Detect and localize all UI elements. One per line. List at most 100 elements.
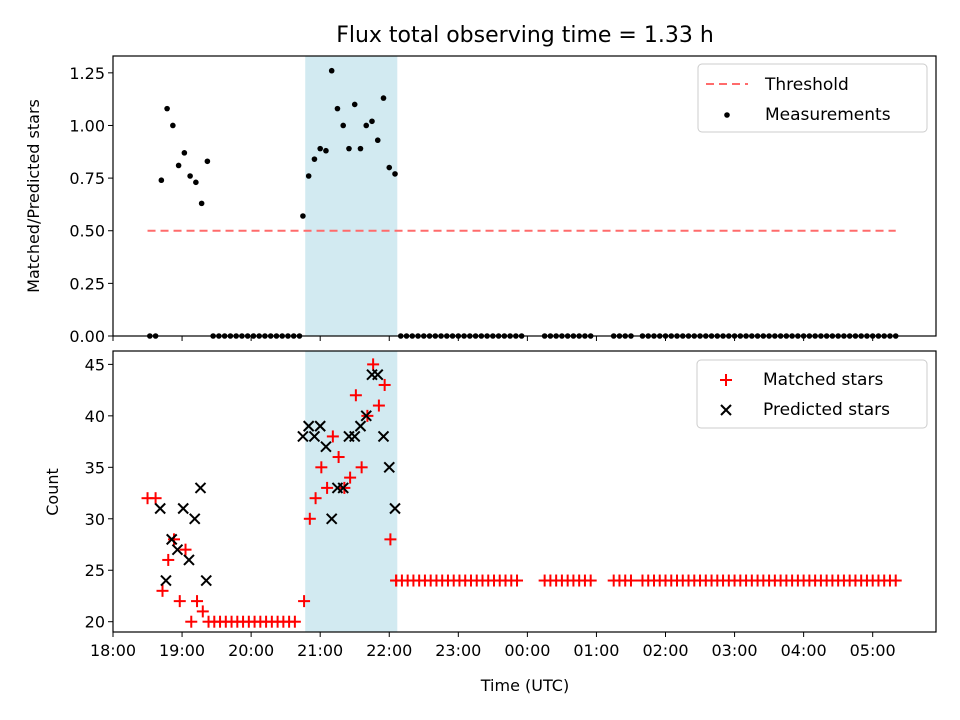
predicted-star-marker xyxy=(183,554,195,566)
x-tick-label: 02:00 xyxy=(642,641,688,660)
measurement-point xyxy=(164,105,170,112)
predicted-star-marker xyxy=(308,430,321,443)
measurement-point xyxy=(340,122,347,129)
measurement-point xyxy=(204,158,211,165)
y-tick-label: 0.50 xyxy=(69,222,105,241)
predicted-star-marker xyxy=(337,482,349,494)
bottom-y-ticks: 20 25 30 35 40 45 xyxy=(85,355,113,632)
y-tick-label: 1.25 xyxy=(69,64,105,83)
top-axes-frame xyxy=(112,55,937,337)
x-tick-label: 03:00 xyxy=(712,641,758,660)
matched-star-marker xyxy=(378,378,391,391)
predicted-star-marker xyxy=(372,368,384,381)
matched-star-marker xyxy=(367,358,380,371)
predicted-legend-swatch xyxy=(720,404,732,416)
matched-star-marker xyxy=(355,461,368,474)
x-tick-label: 04:00 xyxy=(781,641,827,660)
predicted-star-marker xyxy=(314,420,326,432)
predicted-star-marker xyxy=(349,430,361,443)
y-tick-label: 45 xyxy=(85,355,105,374)
matched-star-marker xyxy=(344,471,357,484)
matched-star-marker xyxy=(321,481,334,494)
matched-star-marker xyxy=(372,399,385,412)
bottom-legend: Matched stars Predicted stars xyxy=(696,359,928,429)
matched-star-marker xyxy=(326,430,339,443)
x-tick-label: 19:00 xyxy=(159,641,205,660)
x-tick-label: 23:00 xyxy=(435,641,481,660)
predicted-star-marker xyxy=(325,513,338,525)
matched-star-marker xyxy=(179,543,192,556)
top-y-axis-label: Matched/Predicted stars xyxy=(24,99,43,293)
measurement-point xyxy=(328,67,335,74)
predicted-star-marker xyxy=(302,420,315,432)
predicted-star-marker xyxy=(360,410,372,422)
measurement-point xyxy=(363,122,370,129)
bottom-y-axis-label: Count xyxy=(43,468,62,516)
predicted-star-marker xyxy=(377,430,390,443)
predicted-star-marker xyxy=(160,574,172,587)
predicted-star-marker xyxy=(297,430,309,443)
measurement-point xyxy=(193,179,199,186)
matched-star-marker xyxy=(390,574,403,587)
matched-star-marker xyxy=(156,584,169,597)
measurement-point xyxy=(187,173,193,179)
matched-star-marker xyxy=(384,533,397,546)
x-tick-label: 22:00 xyxy=(366,641,412,660)
matched-star-marker xyxy=(303,512,316,525)
predicted-legend-label: Predicted stars xyxy=(763,400,890,420)
measurement-point xyxy=(374,137,381,144)
measurement-point xyxy=(170,122,176,129)
y-tick-label: 20 xyxy=(85,613,105,632)
predicted-star-marker xyxy=(177,502,189,515)
x-tick-label: 01:00 xyxy=(573,641,619,660)
y-tick-label: 0.00 xyxy=(69,327,105,346)
matched-star-marker xyxy=(288,615,301,628)
measurement-points xyxy=(147,67,398,339)
top-legend: Threshold Measurements xyxy=(697,63,928,133)
top-y-ticks: 0.00 0.25 0.50 0.75 1.00 1.25 xyxy=(69,64,113,346)
measurement-point xyxy=(323,147,329,154)
bottom-axes-frame xyxy=(112,350,937,633)
matched-legend-label: Matched stars xyxy=(763,370,883,390)
predicted-star-marker xyxy=(194,482,207,494)
matched-star-marker xyxy=(185,615,198,628)
predicted-star-marker xyxy=(383,461,395,474)
predicted-star-marker xyxy=(200,574,212,587)
predicted-star-points xyxy=(154,368,401,587)
y-tick-label: 1.00 xyxy=(69,116,105,135)
matched-legend-swatch xyxy=(720,374,732,386)
predicted-star-marker xyxy=(189,513,201,525)
measurement-point xyxy=(300,213,306,219)
top-x-ticks xyxy=(112,336,874,341)
x-tick-label: 00:00 xyxy=(504,641,550,660)
bottom-x-ticks: 18:00 19:00 20:00 21:00 22:00 23:00 00:00 01:00… xyxy=(90,632,896,660)
matched-star-marker xyxy=(173,595,186,608)
matched-star-marker xyxy=(196,605,209,618)
matched-star-marker xyxy=(149,492,162,505)
y-tick-label: 0.25 xyxy=(69,274,105,293)
matched-star-marker xyxy=(349,389,362,402)
measurement-point xyxy=(181,150,188,156)
predicted-star-marker xyxy=(389,502,401,515)
matched-star-marker xyxy=(162,553,175,566)
matched-star-points xyxy=(141,358,403,628)
predicted-star-marker xyxy=(320,441,332,453)
measurement-point xyxy=(311,156,318,162)
x-tick-label: 18:00 xyxy=(90,641,136,660)
y-tick-label: 35 xyxy=(85,458,105,477)
measurement-point xyxy=(357,145,364,152)
measurement-point xyxy=(392,171,398,177)
y-tick-label: 40 xyxy=(85,407,105,426)
matched-star-marker xyxy=(332,451,345,464)
threshold-legend-label: Threshold xyxy=(764,75,849,95)
x-tick-label: 21:00 xyxy=(297,641,343,660)
measurement-point xyxy=(158,177,165,184)
measurement-point xyxy=(351,101,358,108)
matched-star-marker xyxy=(511,574,524,587)
measurement-point xyxy=(369,118,375,125)
top-highlight-span xyxy=(305,56,398,336)
matched-star-marker xyxy=(168,533,181,546)
matched-star-marker xyxy=(624,574,637,587)
matched-star-marker xyxy=(889,574,902,587)
